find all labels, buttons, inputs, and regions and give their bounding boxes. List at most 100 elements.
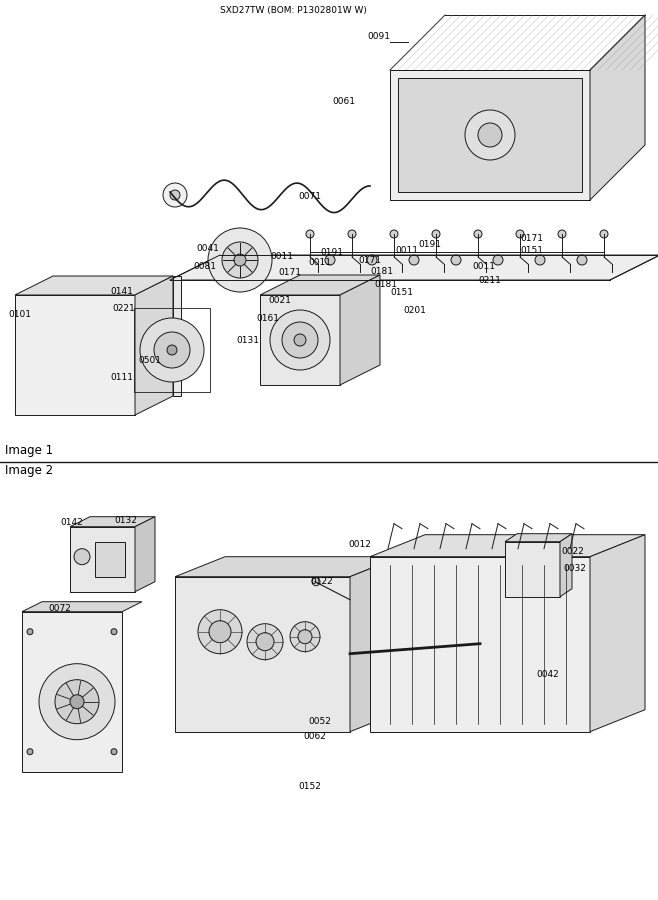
Polygon shape	[370, 557, 590, 732]
Polygon shape	[505, 534, 572, 542]
Circle shape	[140, 318, 204, 382]
Circle shape	[167, 345, 177, 355]
Polygon shape	[340, 275, 380, 385]
Text: 0011: 0011	[308, 258, 331, 267]
Circle shape	[493, 255, 503, 265]
Text: 0032: 0032	[563, 563, 586, 572]
Circle shape	[306, 230, 314, 238]
Polygon shape	[70, 517, 155, 526]
Circle shape	[282, 322, 318, 358]
Text: 0042: 0042	[536, 670, 559, 679]
Text: 0052: 0052	[308, 716, 331, 725]
Circle shape	[474, 230, 482, 238]
Polygon shape	[135, 276, 173, 415]
Polygon shape	[95, 542, 125, 577]
Text: 0041: 0041	[196, 244, 219, 253]
Text: 0072: 0072	[48, 604, 71, 613]
Text: 0132: 0132	[114, 516, 137, 525]
Polygon shape	[22, 602, 142, 612]
Circle shape	[294, 334, 306, 346]
Polygon shape	[70, 526, 135, 591]
Circle shape	[558, 230, 566, 238]
Text: 0501: 0501	[138, 356, 161, 365]
Circle shape	[234, 254, 246, 266]
Text: 0011: 0011	[472, 262, 495, 271]
Text: 0071: 0071	[298, 192, 321, 201]
Polygon shape	[350, 557, 400, 732]
Circle shape	[465, 110, 515, 160]
Circle shape	[348, 230, 356, 238]
Text: 0062: 0062	[303, 732, 326, 741]
Polygon shape	[22, 612, 122, 771]
Polygon shape	[135, 517, 155, 591]
Polygon shape	[175, 557, 400, 577]
Text: Image 2: Image 2	[5, 464, 53, 477]
Text: 0151: 0151	[390, 288, 413, 297]
Text: 0061: 0061	[332, 97, 355, 106]
Circle shape	[163, 183, 187, 207]
Polygon shape	[173, 276, 181, 396]
Text: 0122: 0122	[310, 577, 333, 586]
Polygon shape	[260, 275, 380, 295]
Text: 0011: 0011	[395, 246, 418, 255]
Polygon shape	[398, 78, 582, 192]
Text: 0221: 0221	[112, 304, 135, 313]
Circle shape	[577, 255, 587, 265]
Circle shape	[409, 255, 419, 265]
Circle shape	[74, 549, 90, 564]
Circle shape	[600, 230, 608, 238]
Circle shape	[256, 633, 274, 651]
Text: 0181: 0181	[370, 267, 393, 276]
Text: 0191: 0191	[320, 248, 343, 257]
Polygon shape	[15, 276, 173, 295]
Text: 0161: 0161	[256, 314, 279, 323]
Circle shape	[39, 663, 115, 740]
Circle shape	[247, 624, 283, 660]
Text: 0171: 0171	[358, 256, 381, 265]
Text: 0191: 0191	[418, 240, 441, 249]
Circle shape	[70, 695, 84, 708]
Polygon shape	[590, 15, 645, 200]
Polygon shape	[590, 535, 645, 732]
Circle shape	[27, 749, 33, 755]
Polygon shape	[170, 255, 658, 280]
Circle shape	[390, 230, 398, 238]
Text: 0142: 0142	[60, 518, 83, 526]
Text: 0091: 0091	[367, 32, 390, 41]
Circle shape	[312, 578, 320, 586]
Text: 0171: 0171	[520, 234, 543, 243]
Circle shape	[451, 255, 461, 265]
Text: 0181: 0181	[374, 280, 397, 289]
Text: 0012: 0012	[348, 540, 371, 549]
Text: 0211: 0211	[478, 276, 501, 285]
Circle shape	[209, 621, 231, 643]
Circle shape	[290, 622, 320, 652]
Circle shape	[111, 749, 117, 755]
Polygon shape	[560, 534, 572, 597]
Text: 0152: 0152	[298, 782, 321, 791]
Polygon shape	[505, 542, 560, 597]
Polygon shape	[175, 577, 350, 732]
Circle shape	[222, 242, 258, 278]
Circle shape	[516, 230, 524, 238]
Text: Image 1: Image 1	[5, 444, 53, 456]
Polygon shape	[390, 70, 590, 200]
Polygon shape	[15, 295, 135, 415]
Circle shape	[111, 629, 117, 634]
Text: 0171: 0171	[278, 268, 301, 277]
Circle shape	[535, 255, 545, 265]
Text: SXD27TW (BOM: P1302801W W): SXD27TW (BOM: P1302801W W)	[220, 6, 367, 15]
Circle shape	[27, 629, 33, 634]
Circle shape	[55, 680, 99, 724]
Circle shape	[478, 123, 502, 147]
Polygon shape	[260, 295, 340, 385]
Text: 0131: 0131	[236, 336, 259, 345]
Circle shape	[438, 633, 462, 657]
Text: 0011: 0011	[270, 252, 293, 261]
Circle shape	[432, 230, 440, 238]
Circle shape	[208, 228, 272, 292]
Text: 0141: 0141	[110, 287, 133, 296]
Text: 0022: 0022	[561, 546, 584, 555]
Circle shape	[154, 332, 190, 368]
Text: 0081: 0081	[193, 262, 216, 271]
